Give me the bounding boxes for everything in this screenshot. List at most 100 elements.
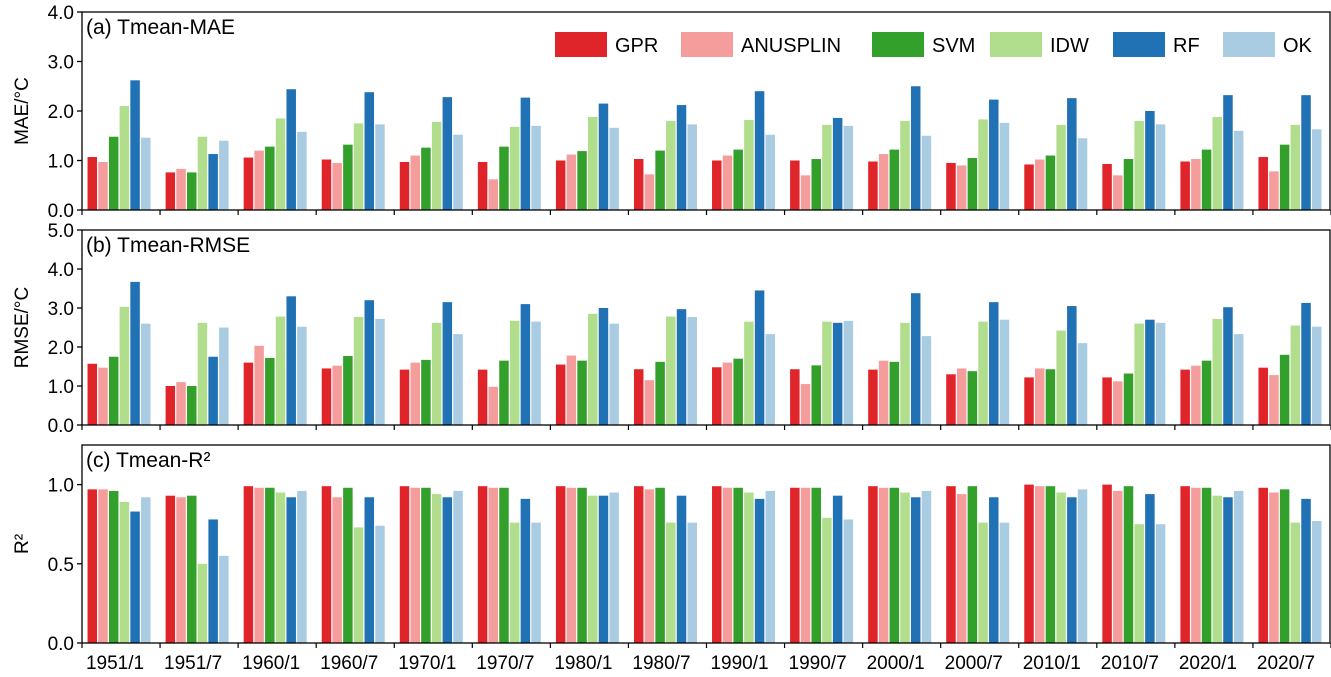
bar-idw-2010-1 [1056, 330, 1066, 425]
bar-ok-2010-1 [1077, 343, 1088, 425]
bar-anusplin-2020-7 [1269, 492, 1279, 643]
bar-idw-1951-7 [197, 563, 208, 643]
bar-idw-1990-1 [744, 119, 754, 210]
bar-gpr-2020-1 [1180, 486, 1190, 643]
bar-rf-1951-7 [208, 356, 218, 425]
bar-anusplin-1990-7 [800, 487, 811, 643]
bar-svm-2020-7 [1279, 489, 1290, 643]
bar-rf-2000-7 [989, 302, 999, 425]
legend-swatch [872, 32, 924, 57]
bar-anusplin-2000-1 [878, 487, 889, 643]
legend-item-idw: IDW [990, 32, 1089, 57]
bar-idw-2020-1 [1212, 116, 1223, 210]
bar-anusplin-1960-7 [332, 365, 342, 425]
bar-idw-1960-7 [353, 316, 364, 425]
bar-ok-1951-1 [141, 137, 151, 210]
bar-rf-1970-1 [442, 497, 453, 643]
bar-svm-1970-1 [421, 359, 431, 425]
bar-idw-2000-7 [978, 522, 988, 643]
bar-rf-1980-7 [676, 309, 687, 425]
bar-gpr-1951-7 [165, 386, 176, 425]
bar-gpr-2020-7 [1258, 487, 1268, 643]
bar-rf-1990-1 [754, 91, 765, 210]
bar-anusplin-1970-1 [410, 487, 420, 643]
bar-svm-2010-7 [1123, 373, 1134, 425]
bar-gpr-1951-7 [165, 172, 176, 210]
legend-item-rf: RF [1113, 32, 1200, 57]
bar-rf-1990-1 [754, 498, 765, 643]
bar-svm-2000-7 [967, 486, 978, 643]
legend-label: GPR [615, 35, 658, 57]
legend-item-gpr: GPR [555, 32, 658, 57]
bar-gpr-1951-7 [165, 495, 176, 643]
bar-rf-2020-1 [1223, 95, 1233, 210]
bar-anusplin-2020-1 [1191, 159, 1201, 210]
bar-rf-2010-7 [1145, 319, 1155, 425]
bar-anusplin-2020-7 [1269, 375, 1279, 425]
y-tick-label: 4.0 [48, 3, 74, 24]
bar-anusplin-2010-7 [1113, 490, 1123, 643]
bar-gpr-2020-1 [1180, 369, 1190, 425]
bar-gpr-2000-1 [868, 486, 878, 643]
bar-ok-1970-7 [531, 522, 541, 643]
bar-gpr-1990-1 [712, 367, 722, 425]
bar-gpr-1980-7 [633, 486, 644, 643]
x-tick-label: 1951/7 [164, 653, 222, 672]
bar-ok-1960-7 [375, 124, 385, 210]
bar-idw-1990-7 [822, 517, 832, 643]
bar-idw-2010-7 [1134, 120, 1144, 210]
bar-ok-1951-1 [141, 497, 151, 643]
bar-anusplin-2010-7 [1113, 175, 1123, 210]
bar-idw-1960-7 [353, 527, 364, 643]
bar-ok-1980-1 [609, 323, 619, 425]
bar-idw-1951-7 [197, 136, 208, 210]
bar-svm-2000-1 [889, 487, 900, 643]
bar-ok-1990-7 [843, 125, 854, 210]
bar-anusplin-2010-1 [1034, 486, 1045, 643]
legend-item-svm: SVM [872, 32, 975, 57]
bar-rf-1951-7 [208, 154, 218, 210]
bar-svm-1960-7 [343, 355, 353, 425]
x-tick-label: 2020/7 [1257, 653, 1315, 672]
bar-svm-1951-1 [108, 136, 119, 210]
bar-gpr-2000-7 [946, 162, 956, 210]
bar-anusplin-1970-7 [488, 487, 499, 643]
bar-rf-2000-1 [910, 293, 921, 425]
bar-anusplin-1980-1 [566, 154, 577, 210]
legend-swatch [990, 32, 1042, 57]
bar-anusplin-2020-7 [1269, 171, 1279, 210]
y-tick-label: 1.0 [48, 476, 74, 497]
bar-ok-1980-1 [609, 492, 619, 643]
bar-ok-1990-7 [843, 320, 854, 425]
bar-svm-1960-1 [265, 146, 275, 210]
bar-ok-1970-1 [453, 134, 463, 210]
bar-anusplin-1990-1 [722, 155, 733, 210]
x-tick-label: 1990/7 [789, 653, 847, 672]
bar-idw-1970-1 [431, 322, 442, 425]
legend-swatch [555, 32, 607, 57]
x-tick-label: 2010/7 [1101, 653, 1159, 672]
bar-ok-1970-7 [531, 125, 541, 210]
bar-rf-1990-7 [832, 117, 843, 210]
legend-item-anusplin: ANUSPLIN [681, 32, 841, 57]
bar-ok-1990-1 [765, 490, 776, 643]
bar-anusplin-1980-1 [566, 487, 577, 643]
bar-idw-2010-7 [1134, 524, 1144, 643]
bar-anusplin-1960-1 [254, 345, 264, 425]
bar-svm-1980-7 [655, 361, 665, 425]
bar-gpr-2000-1 [868, 369, 878, 425]
bar-gpr-1990-7 [790, 369, 800, 425]
bar-svm-1990-7 [811, 487, 821, 643]
bar-idw-1970-7 [509, 522, 520, 643]
bar-gpr-1990-1 [712, 486, 722, 643]
legend-item-ok: OK [1223, 32, 1313, 57]
bar-gpr-1960-1 [243, 362, 254, 425]
bar-idw-1970-1 [431, 121, 442, 210]
bar-ok-2010-1 [1077, 138, 1088, 210]
bar-ok-1990-1 [765, 134, 776, 210]
bar-idw-1980-7 [666, 522, 676, 643]
y-tick-label: 1.0 [48, 377, 74, 398]
bar-svm-1960-7 [343, 487, 353, 643]
bar-ok-1951-7 [219, 555, 229, 643]
bar-svm-1951-7 [186, 495, 197, 643]
